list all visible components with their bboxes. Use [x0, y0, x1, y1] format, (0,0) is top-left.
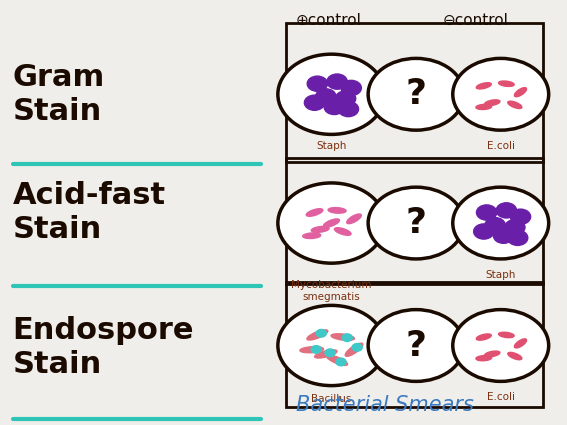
Circle shape: [473, 224, 494, 239]
Ellipse shape: [508, 101, 522, 108]
Ellipse shape: [476, 105, 492, 110]
Text: Gram
Stain: Gram Stain: [12, 63, 105, 125]
Ellipse shape: [315, 350, 337, 358]
Ellipse shape: [306, 209, 323, 216]
Ellipse shape: [485, 100, 500, 105]
Text: ⊕control: ⊕control: [296, 13, 362, 28]
Ellipse shape: [345, 343, 363, 356]
Circle shape: [327, 74, 347, 89]
Ellipse shape: [323, 219, 340, 227]
Text: E.coli: E.coli: [486, 141, 515, 151]
Text: ⊖control: ⊖control: [442, 13, 508, 28]
Circle shape: [453, 309, 549, 381]
Ellipse shape: [303, 233, 321, 238]
Text: Bacillus: Bacillus: [311, 394, 352, 404]
Ellipse shape: [331, 334, 354, 340]
Circle shape: [453, 187, 549, 259]
Circle shape: [485, 218, 505, 233]
Circle shape: [316, 329, 327, 337]
Text: Mycobacterium
smegmatis: Mycobacterium smegmatis: [291, 280, 372, 302]
Ellipse shape: [328, 207, 346, 213]
Circle shape: [324, 99, 344, 115]
Ellipse shape: [476, 83, 492, 89]
Ellipse shape: [476, 334, 492, 340]
Ellipse shape: [485, 351, 500, 357]
Circle shape: [496, 203, 517, 218]
Circle shape: [307, 76, 328, 91]
Circle shape: [278, 183, 385, 263]
Ellipse shape: [498, 81, 514, 86]
Text: ?: ?: [405, 77, 426, 111]
Ellipse shape: [327, 355, 348, 366]
Circle shape: [505, 220, 525, 235]
Circle shape: [341, 80, 361, 96]
Text: Endospore
Stain: Endospore Stain: [12, 316, 194, 379]
Circle shape: [342, 334, 352, 341]
Ellipse shape: [307, 330, 328, 340]
Text: ?: ?: [405, 329, 426, 363]
Circle shape: [336, 358, 346, 366]
Text: Acid-fast
Stain: Acid-fast Stain: [12, 181, 166, 244]
Circle shape: [507, 230, 528, 245]
Ellipse shape: [311, 227, 329, 232]
Circle shape: [311, 346, 321, 353]
Circle shape: [368, 309, 464, 381]
Ellipse shape: [476, 356, 492, 361]
Text: Bacterial Smears: Bacterial Smears: [296, 395, 474, 415]
Text: Staph: Staph: [316, 141, 346, 151]
Ellipse shape: [300, 347, 324, 353]
Circle shape: [278, 54, 385, 134]
Ellipse shape: [508, 352, 522, 360]
Circle shape: [338, 102, 358, 116]
Ellipse shape: [514, 339, 527, 348]
Text: Staph: Staph: [485, 269, 516, 280]
Circle shape: [325, 349, 335, 357]
Circle shape: [493, 228, 514, 244]
Ellipse shape: [335, 228, 351, 235]
Text: E.coli: E.coli: [486, 392, 515, 402]
Circle shape: [510, 209, 531, 224]
Ellipse shape: [514, 88, 527, 97]
Ellipse shape: [498, 332, 514, 337]
Circle shape: [278, 306, 385, 385]
Text: ?: ?: [405, 206, 426, 240]
Circle shape: [476, 205, 497, 220]
Circle shape: [352, 343, 362, 351]
Circle shape: [368, 187, 464, 259]
Circle shape: [453, 58, 549, 130]
Circle shape: [304, 95, 325, 110]
Circle shape: [316, 89, 336, 104]
Circle shape: [336, 91, 356, 106]
Ellipse shape: [347, 214, 361, 224]
Circle shape: [368, 58, 464, 130]
